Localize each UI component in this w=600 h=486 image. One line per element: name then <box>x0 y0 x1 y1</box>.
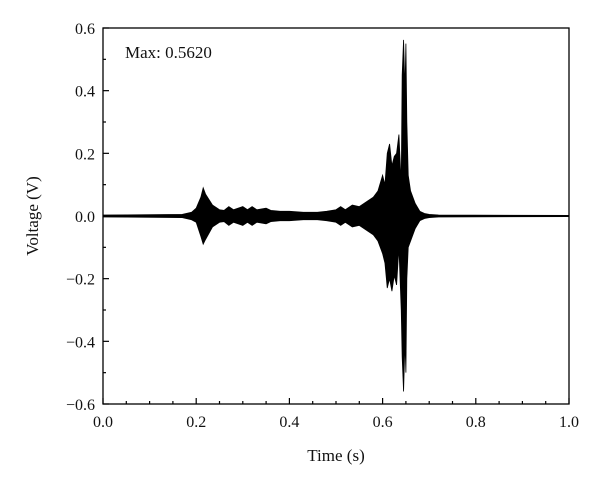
x-tick-label: 0.2 <box>186 414 206 431</box>
max-annotation: Max: 0.5620 <box>125 43 212 62</box>
y-tick-label: 0.6 <box>75 21 95 38</box>
y-tick-label: 0.2 <box>75 146 95 163</box>
y-ticks: 0.6 0.4 0.2 0.0 −0.2 −0.4 −0.6 <box>66 21 109 414</box>
x-axis-title: Time (s) <box>307 446 364 465</box>
y-tick-label: −0.2 <box>66 272 95 289</box>
x-tick-label: 0.0 <box>93 414 113 431</box>
x-tick-label: 1.0 <box>559 414 579 431</box>
y-tick-label: −0.4 <box>66 334 95 351</box>
waveform <box>102 39 570 392</box>
x-tick-label: 0.4 <box>279 414 299 431</box>
x-tick-label: 0.8 <box>466 414 486 431</box>
y-tick-label: −0.6 <box>66 397 95 414</box>
y-axis-title: Voltage (V) <box>23 176 42 255</box>
x-ticks: 0.0 0.2 0.4 0.6 0.8 1.0 <box>93 398 579 431</box>
y-tick-label: 0.0 <box>75 209 95 226</box>
y-tick-label: 0.4 <box>75 84 95 101</box>
x-tick-label: 0.6 <box>373 414 393 431</box>
